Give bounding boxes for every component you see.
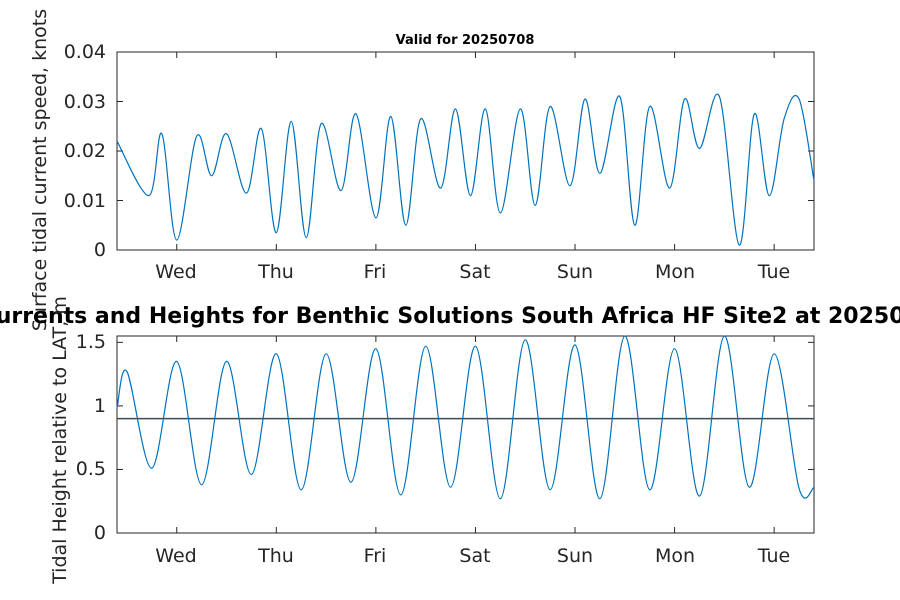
top-xtick-label: Tue xyxy=(757,261,790,283)
bottom-panel: Currents and Heights for Benthic Solutio… xyxy=(0,296,900,585)
top-xtick-label: Wed xyxy=(155,261,196,283)
top-ytick-label: 0 xyxy=(94,239,106,261)
top-ytick-label: 0.02 xyxy=(64,140,106,162)
bottom-chart-title: Currents and Heights for Benthic Solutio… xyxy=(0,304,900,329)
top-series-line xyxy=(116,93,815,246)
bottom-xtick-label: Wed xyxy=(155,545,196,567)
top-plot-area xyxy=(116,51,815,251)
top-chart-title: Valid for 20250708 xyxy=(396,33,535,48)
bottom-xtick-label: Fri xyxy=(364,545,387,567)
bottom-xtick-label: Tue xyxy=(757,545,790,567)
bottom-xtick-label: Thu xyxy=(257,545,294,567)
bottom-ytick-label: 1.5 xyxy=(76,331,106,353)
bottom-plot-area xyxy=(116,335,815,534)
top-panel: Valid for 20250708 Surface tidal current… xyxy=(29,9,815,331)
top-ylabel: Surface tidal current speed, knots xyxy=(29,9,51,331)
top-xtick-label: Sun xyxy=(557,261,593,283)
bottom-ticks xyxy=(117,336,814,534)
top-ytick-label: 0.04 xyxy=(64,41,106,63)
top-ticks xyxy=(117,51,814,251)
top-xtick-label: Mon xyxy=(655,261,695,283)
bottom-ytick-label: 0.5 xyxy=(76,458,106,480)
bottom-xtick-label: Sat xyxy=(459,545,490,567)
top-xtick-label: Sat xyxy=(459,261,490,283)
bottom-ytick-label: 1 xyxy=(94,395,106,417)
bottom-ylabel: Tidal Height relative to LAT, m xyxy=(49,296,71,585)
bottom-series-line xyxy=(116,335,815,500)
top-ytick-label: 0.01 xyxy=(64,190,106,212)
bottom-xtick-label: Sun xyxy=(557,545,593,567)
top-xtick-label: Fri xyxy=(364,261,387,283)
bottom-xtick-label: Mon xyxy=(655,545,695,567)
bottom-ytick-label: 0 xyxy=(94,522,106,544)
top-ytick-label: 0.03 xyxy=(64,91,106,113)
top-xtick-label: Thu xyxy=(257,261,294,283)
